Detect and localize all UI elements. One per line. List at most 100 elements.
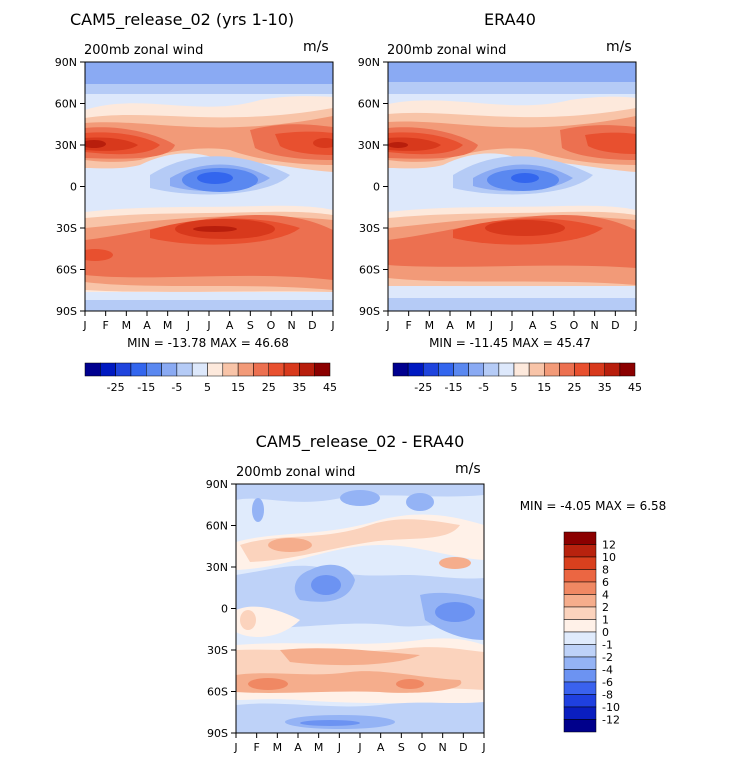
y-tick-label: 30N [55, 139, 77, 152]
colorbar-swatch [207, 362, 224, 377]
x-tick-label: M [425, 319, 435, 332]
colorbar-swatch [563, 619, 597, 633]
panel-model-title: CAM5_release_02 (yrs 1-10) [70, 10, 294, 30]
x-tick-label: J [337, 741, 341, 754]
colorbar-label: -5 [171, 381, 182, 394]
colorbar-swatch [563, 544, 597, 558]
colorbar-swatch [563, 631, 597, 645]
x-tick-label: J [233, 741, 237, 754]
colorbar-swatch [407, 362, 424, 377]
colorbar-swatch [563, 556, 597, 570]
colorbar-swatch [176, 362, 193, 377]
x-tick-label: F [406, 319, 412, 332]
y-tick-label: 0 [373, 181, 380, 194]
colorbar-label: 10 [602, 551, 616, 564]
colorbar-swatch [563, 669, 597, 683]
colorbar-swatch [392, 362, 409, 377]
x-tick-label: D [308, 319, 316, 332]
colorbar-label: -10 [602, 701, 620, 714]
y-tick-label: 90S [359, 305, 380, 318]
x-tick-label: S [550, 319, 557, 332]
colorbar-label: 5 [204, 381, 211, 394]
panel-model-colorbar: -25 -15 -5 5 15 25 35 45 [84, 362, 337, 394]
panel-diff-y-axis: 90N 60N 30N 0 30S 60S 90S [206, 478, 236, 740]
colorbar-label: -5 [478, 381, 489, 394]
panel-obs-subtitle: 200mb zonal wind [387, 43, 506, 58]
colorbar-label: 1 [602, 614, 609, 627]
colorbar-swatch [498, 362, 515, 377]
x-tick-label: A [446, 319, 454, 332]
panel-diff-units: m/s [455, 461, 481, 477]
colorbar-swatch [563, 594, 597, 608]
x-tick-label: O [267, 319, 276, 332]
y-tick-label: 0 [221, 603, 228, 616]
x-tick-label: J [82, 319, 86, 332]
x-tick-label: F [254, 741, 260, 754]
x-tick-label: J [330, 319, 334, 332]
colorbar-label: -25 [107, 381, 125, 394]
colorbar-swatch [453, 362, 469, 377]
colorbar-swatch [563, 706, 597, 720]
panel-obs-minmax: MIN = -11.45 MAX = 45.47 [429, 336, 591, 350]
colorbar-swatch [299, 362, 315, 377]
colorbar-label: 35 [598, 381, 612, 394]
x-tick-label: N [439, 741, 447, 754]
colorbar-swatch [604, 362, 621, 377]
colorbar-swatch [222, 362, 239, 377]
x-tick-label: J [481, 741, 485, 754]
panel-diff-title: CAM5_release_02 - ERA40 [256, 432, 465, 452]
colorbar-label: 6 [602, 576, 609, 589]
colorbar-label: -12 [602, 714, 620, 727]
panel-model-units: m/s [303, 39, 329, 55]
colorbar-swatch [563, 694, 597, 708]
x-tick-label: J [489, 319, 493, 332]
colorbar-label: 15 [231, 381, 245, 394]
x-tick-label: N [591, 319, 599, 332]
panel-model-field [85, 62, 333, 311]
colorbar-label: -8 [602, 689, 613, 702]
x-tick-label: S [247, 319, 254, 332]
y-tick-label: 90N [206, 478, 228, 491]
colorbar-label: 0 [602, 626, 609, 639]
colorbar-swatch [563, 681, 597, 695]
y-tick-label: 60S [56, 264, 77, 277]
colorbar-swatch [563, 581, 597, 595]
y-tick-label: 60N [55, 98, 77, 111]
colorbar-swatch [268, 362, 285, 377]
x-tick-label: O [570, 319, 579, 332]
panel-diff-minmax: MIN = -4.05 MAX = 6.58 [520, 499, 667, 513]
x-tick-label: J [633, 319, 637, 332]
panel-obs-title: ERA40 [484, 10, 536, 29]
colorbar-label: -1 [602, 639, 613, 652]
y-tick-label: 90N [358, 56, 380, 69]
colorbar-label: 25 [262, 381, 276, 394]
colorbar-label: 5 [511, 381, 518, 394]
x-tick-label: J [186, 319, 190, 332]
x-tick-label: M [314, 741, 324, 754]
x-tick-label: S [398, 741, 405, 754]
colorbar-swatch [438, 362, 454, 377]
y-tick-label: 30N [206, 561, 228, 574]
x-tick-label: M [122, 319, 132, 332]
panel-diff: CAM5_release_02 - ERA40 200mb zonal wind… [206, 432, 667, 754]
x-tick-label: O [418, 741, 427, 754]
x-tick-label: N [288, 319, 296, 332]
y-tick-label: 60S [359, 264, 380, 277]
colorbar-swatch [314, 362, 331, 377]
y-tick-label: 30S [207, 644, 228, 657]
panel-model-minmax: MIN = -13.78 MAX = 46.68 [127, 336, 289, 350]
panel-diff-subtitle: 200mb zonal wind [236, 465, 355, 480]
colorbar-label: 4 [602, 589, 609, 602]
colorbar-swatch [589, 362, 605, 377]
colorbar-swatch [84, 362, 101, 377]
colorbar-swatch [544, 362, 560, 377]
colorbar-swatch [563, 644, 597, 658]
colorbar-swatch [161, 362, 178, 377]
colorbar-swatch [483, 362, 500, 377]
panel-obs-y-axis: 90N 60N 30N 0 30S 60S 90S [358, 56, 388, 318]
colorbar-label: 45 [628, 381, 642, 394]
panel-obs-units: m/s [606, 39, 632, 55]
